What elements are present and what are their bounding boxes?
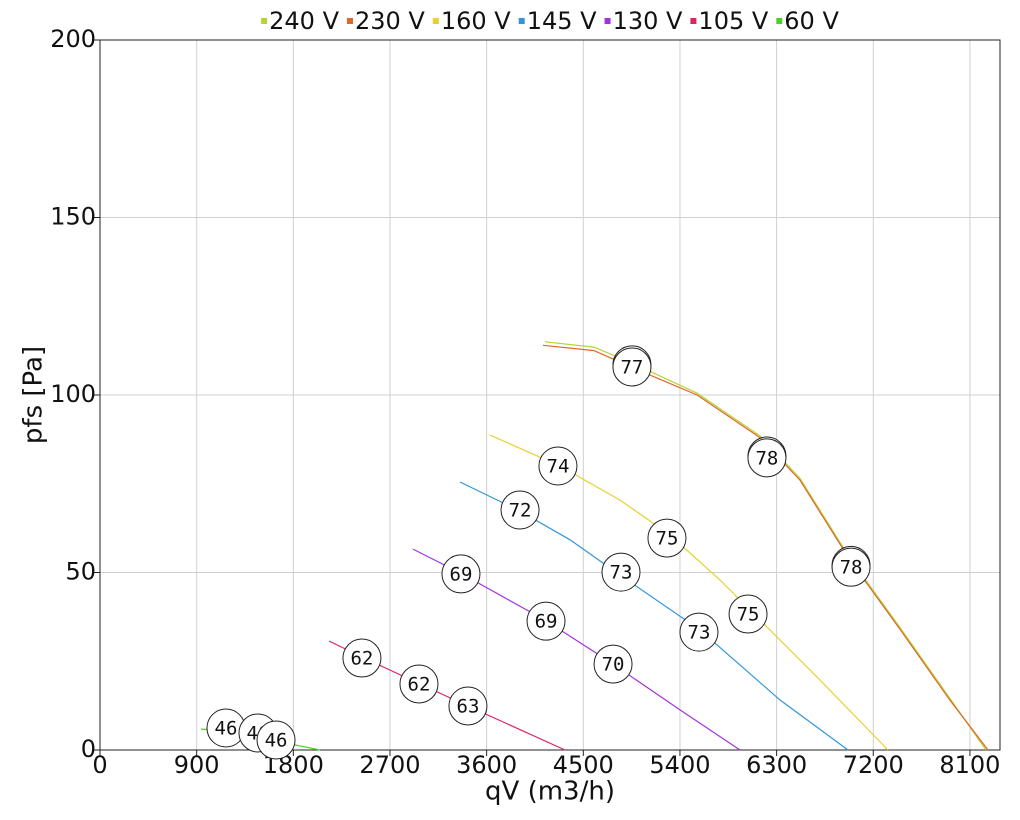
legend-label: 130 V xyxy=(613,7,683,35)
annotation-circle xyxy=(441,554,481,594)
annotation-text: 69 xyxy=(535,611,558,633)
legend-swatch xyxy=(346,18,353,24)
annotation-circle xyxy=(526,601,566,641)
annotation-text: 69 xyxy=(450,563,473,585)
legend: 240 V 230 V 160 V 145 V 130 V 105 V 60 V xyxy=(261,7,839,35)
annotation-text: 46 xyxy=(215,717,238,739)
legend-swatch xyxy=(518,18,525,24)
x-tick-label: 6300 xyxy=(746,751,807,779)
x-tick-label: 2700 xyxy=(359,751,420,779)
x-tick-label: 3600 xyxy=(456,751,517,779)
point-annotation: 69 xyxy=(526,601,566,641)
annotation-circle xyxy=(256,720,296,760)
x-tick-label: 900 xyxy=(174,751,220,779)
annotation-circle xyxy=(399,664,439,704)
point-annotation: 63 xyxy=(448,686,488,726)
legend-swatch xyxy=(261,18,268,24)
legend-label: 105 V xyxy=(698,7,768,35)
annotation-text: 63 xyxy=(457,695,480,717)
point-annotation: 62 xyxy=(342,638,382,678)
annotation-text: 75 xyxy=(737,604,760,626)
point-annotation: 46 xyxy=(256,720,296,760)
x-tick-label: 7200 xyxy=(843,751,904,779)
annotation-circle xyxy=(728,594,768,634)
annotation-circle xyxy=(593,644,633,684)
annotation-circle xyxy=(747,438,787,478)
annotation-circle xyxy=(831,547,871,587)
point-annotation: 70 xyxy=(593,644,633,684)
annotation-text: 78 xyxy=(755,447,778,469)
legend-swatch xyxy=(432,18,439,24)
legend-swatch xyxy=(690,18,697,24)
point-annotation: 62 xyxy=(399,664,439,704)
point-annotation: 69 xyxy=(441,554,481,594)
x-axis-label: qV (m3/h) xyxy=(485,777,615,807)
annotation-text: 46 xyxy=(265,730,288,752)
y-tick-label: 150 xyxy=(50,203,96,231)
point-annotation: 75 xyxy=(647,518,687,558)
legend-label: 60 V xyxy=(784,7,839,35)
grid xyxy=(99,39,1000,751)
x-tick-label: 5400 xyxy=(649,751,710,779)
x-tick-label: 0 xyxy=(92,751,107,779)
annotation-circle xyxy=(448,686,488,726)
annotation-circle xyxy=(500,490,540,530)
y-tick-label: 50 xyxy=(65,558,96,586)
annotation-circle xyxy=(601,552,641,592)
legend-swatch xyxy=(776,18,783,24)
annotation-text: 70 xyxy=(602,654,625,676)
point-annotation: 77 xyxy=(612,347,652,387)
annotation-text: 62 xyxy=(408,673,431,695)
y-tick-label: 0 xyxy=(81,735,96,763)
x-tick-label: 4500 xyxy=(553,751,614,779)
y-tick-label: 100 xyxy=(50,380,96,408)
annotation-circle xyxy=(679,612,719,652)
annotation-text: 73 xyxy=(688,622,711,644)
point-annotation: 46 xyxy=(206,708,246,748)
legend-label: 160 V xyxy=(441,7,511,35)
annotation-text: 77 xyxy=(620,356,643,378)
point-annotation: 73 xyxy=(679,612,719,652)
y-tick-label: 200 xyxy=(50,25,96,53)
annotation-text: 74 xyxy=(547,456,570,478)
annotation-text: 75 xyxy=(656,528,679,550)
point-annotation: 75 xyxy=(728,594,768,634)
y-axis-label: pfs [Pa] xyxy=(19,346,49,444)
annotation-circle xyxy=(342,638,382,678)
point-annotation: 74 xyxy=(538,446,578,486)
annotation-circle xyxy=(647,518,687,558)
annotation-text: 78 xyxy=(840,557,863,579)
x-tick-label: 8100 xyxy=(939,751,1000,779)
legend-label: 240 V xyxy=(269,7,339,35)
legend-label: 145 V xyxy=(527,7,597,35)
annotation-circle xyxy=(538,446,578,486)
point-annotation: 72 xyxy=(500,490,540,530)
annotation-text: 62 xyxy=(350,648,373,670)
point-annotation: 78 xyxy=(747,438,787,478)
series-line xyxy=(544,341,987,751)
legend-label: 230 V xyxy=(355,7,425,35)
point-annotation: 78 xyxy=(831,547,871,587)
series-line xyxy=(542,344,989,751)
annotation-circle xyxy=(612,347,652,387)
legend-swatch xyxy=(604,18,611,24)
annotation-text: 73 xyxy=(610,562,633,584)
annotation-text: 72 xyxy=(509,500,532,522)
point-annotation: 73 xyxy=(601,552,641,592)
